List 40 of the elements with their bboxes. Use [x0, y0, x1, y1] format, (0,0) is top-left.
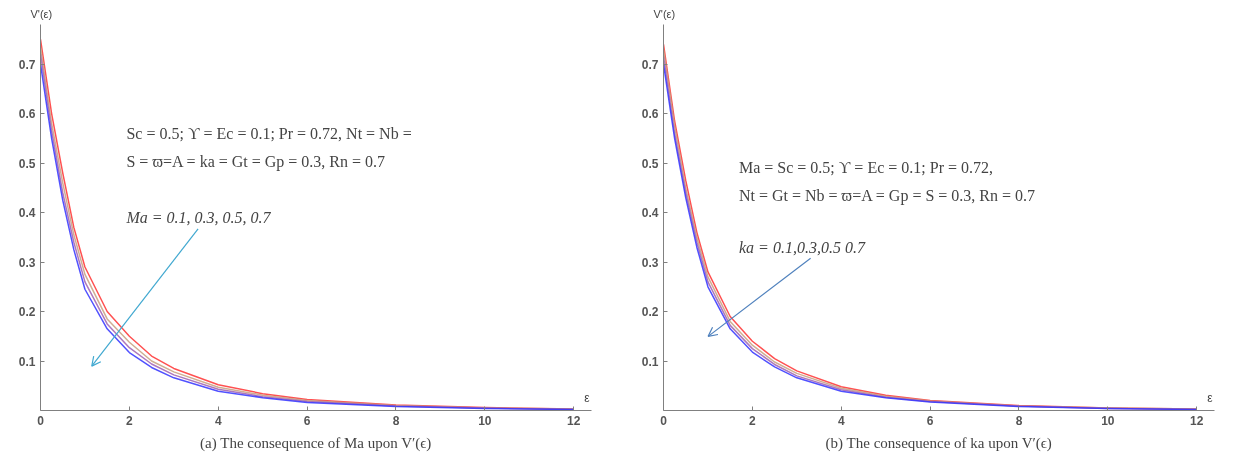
y-axis-title: V'(ε)	[30, 7, 53, 20]
x-tick-label: 8	[1015, 413, 1023, 428]
annotation: Ma = 0.1, 0.3, 0.5, 0.7	[125, 209, 272, 227]
y-tick-label: 0.3	[641, 255, 659, 270]
y-tick-label: 0.1	[18, 354, 36, 369]
y-tick-label: 0.5	[18, 156, 36, 171]
y-tick-label: 0.4	[641, 206, 659, 221]
x-tick-label: 12	[1190, 413, 1204, 428]
y-tick-label: 0.6	[18, 107, 36, 122]
text: (a) The consequence of Ma upon V′(ϵ)	[200, 434, 432, 452]
annotation: Ma = Sc = 0.5; ϒ = Ec = 0.1; Pr = 0.72,	[738, 158, 993, 176]
y-tick-label: 0.1	[641, 354, 659, 369]
x-tick-label: 10	[478, 413, 492, 428]
y-tick-label: 0.5	[641, 156, 659, 171]
x-tick-label: 10	[1101, 413, 1115, 428]
annotation: S = ϖ=A = ka = Gt = Gp = 0.3, Rn = 0.7	[126, 153, 386, 172]
y-tick-label: 0.6	[641, 107, 659, 122]
x-tick-label: 4	[837, 413, 845, 428]
x-tick-label: 12	[567, 413, 581, 428]
y-tick-label: 0.3	[18, 255, 36, 270]
x-tick-label: 2	[749, 413, 757, 428]
text: (b) The consequence of ka upon V′(ϵ)	[825, 434, 1052, 452]
x-axis-title: ε	[584, 390, 591, 405]
x-axis-title: ε	[1207, 390, 1214, 405]
y-tick-label: 0.7	[18, 57, 36, 72]
x-tick-label: 2	[126, 413, 134, 428]
x-tick-label: 6	[303, 413, 311, 428]
x-tick-label: 4	[214, 413, 222, 428]
y-tick-label: 0.2	[18, 305, 36, 320]
x-tick-label: 0	[660, 413, 668, 428]
y-tick-label: 0.2	[641, 305, 659, 320]
x-tick-label: 6	[926, 413, 934, 428]
annotation: Nt = Gt = Nb = ϖ=A = Gp = S = 0.3, Rn = 0.7	[738, 186, 1036, 205]
y-axis-title: V'(ε)	[653, 7, 676, 20]
annotation: ka = 0.1,0.3,0.5 0.7	[738, 238, 866, 256]
x-tick-label: 0	[37, 413, 45, 428]
y-tick-label: 0.7	[641, 57, 659, 72]
y-tick-label: 0.4	[18, 206, 36, 221]
x-tick-label: 8	[392, 413, 400, 428]
annotation: Sc = 0.5; ϒ = Ec = 0.1; Pr = 0.72, Nt = Nb =	[126, 125, 412, 143]
